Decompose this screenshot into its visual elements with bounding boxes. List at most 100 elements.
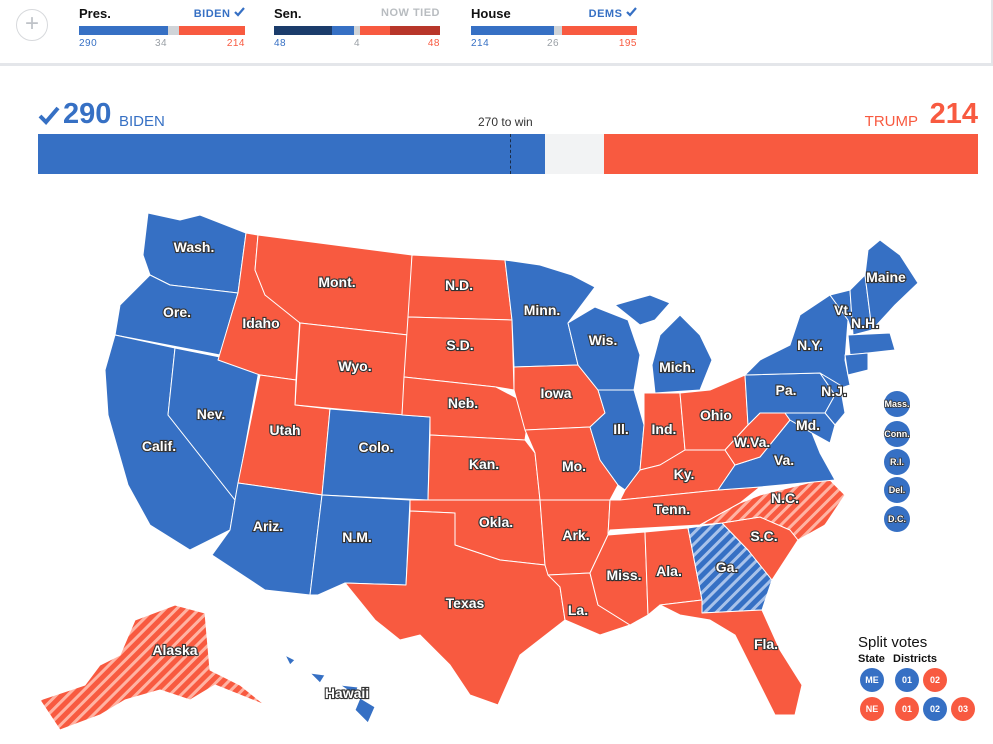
electoral-headline: 290 BIDEN 270 to win TRUMP 214 [38,98,978,138]
dem-candidate-name: BIDEN [119,113,165,130]
label-ind: Ind. [652,421,677,437]
label-ri: R.I. [890,457,904,467]
dem-electoral-votes: 290 [63,98,112,130]
label-wva: W.Va. [734,434,771,450]
label-idaho: Idaho [242,315,279,331]
pres-uncalled-count: 34 [155,38,168,49]
state-nc[interactable] [699,477,846,541]
label-pa: Pa. [775,382,796,398]
state-wis[interactable] [567,306,641,391]
label-calif: Calif. [142,438,176,454]
uncalled-segment [544,134,605,174]
label-neb: Neb. [448,395,478,411]
label-mont: Mont. [318,274,355,290]
state-mich[interactable] [614,294,713,394]
label-maine: Maine [866,269,906,285]
house-uncalled-count: 26 [547,38,560,49]
split-ne-d01[interactable] [895,697,919,721]
state-alaska[interactable] [39,604,266,731]
state-ill[interactable] [589,389,645,491]
label-vt: Vt. [834,302,852,318]
label-ga: Ga. [716,559,739,575]
small-state-ri[interactable] [884,449,910,475]
label-conn: Conn. [884,429,910,439]
winner-check-icon [38,106,60,125]
sen-summary[interactable]: Sen. NOW TIED 48 4 48 [274,6,440,52]
label-mich: Mich. [659,359,695,375]
pres-dem-count: 290 [79,38,98,49]
state-maine[interactable] [864,239,919,331]
split-votes-title: Split votes [858,634,928,651]
label-utah: Utah [269,422,300,438]
house-summary[interactable]: House DEMS 214 26 195 [471,6,637,52]
label-sc: S.C. [750,528,777,544]
label-kan: Kan. [469,456,499,472]
state-texas[interactable] [344,510,566,706]
house-label: House [471,6,511,21]
small-states-column: Mass. Conn. R.I. Del. D.C. [883,391,911,532]
label-wyo: Wyo. [338,358,371,374]
state-conn[interactable] [844,352,869,376]
state-nm[interactable] [309,494,411,596]
label-me-d01: 01 [902,675,912,685]
label-md: Md. [796,417,820,433]
label-mo: Mo. [562,458,586,474]
split-ne-state[interactable] [860,697,884,721]
house-status: DEMS [589,7,637,20]
sen-status: NOW TIED [381,7,440,19]
us-electoral-map: Wash. Ore. Calif. Nev. Idaho Mont. Wyo. … [39,212,975,731]
small-state-dc[interactable] [884,506,910,532]
label-ne-d02: 02 [930,704,940,714]
label-dc: D.C. [888,514,906,524]
label-ne-d01: 01 [902,704,912,714]
label-ariz: Ariz. [253,518,283,534]
split-state-header: State [858,653,885,665]
label-ky: Ky. [674,466,695,482]
label-ala: Ala. [656,563,682,579]
label-del: Del. [889,485,906,495]
split-ne-d03[interactable] [951,697,975,721]
sen-uncalled-count: 4 [354,38,361,49]
label-nc: N.C. [771,490,799,506]
label-va: Va. [774,452,794,468]
label-sd: S.D. [446,337,473,353]
house-mini-bar [471,26,637,35]
state-md[interactable] [784,412,836,444]
rep-electoral-votes: 214 [929,98,978,130]
state-mass[interactable] [847,332,896,356]
small-state-mass[interactable] [884,391,910,417]
state-hawaii[interactable] [284,654,376,724]
state-fla[interactable] [659,599,803,716]
state-sd[interactable] [403,316,515,391]
pres-status: BIDEN [194,7,245,20]
label-fla: Fla. [754,636,778,652]
pres-summary[interactable]: Pres. BIDEN 290 34 214 [79,6,245,52]
electoral-vote-bar [38,134,978,174]
label-ill: Ill. [613,421,629,437]
split-me-state[interactable] [860,668,884,692]
label-hawaii: Hawaii [325,685,369,701]
rep-segment [604,134,978,174]
split-me-d02[interactable] [923,668,947,692]
check-icon [626,7,637,17]
split-ne-d02[interactable] [923,697,947,721]
state-ny[interactable] [744,294,851,391]
pres-label: Pres. [79,6,111,21]
win-threshold-line [509,134,511,174]
label-ne-state: NE [866,704,879,714]
label-me-d02: 02 [930,675,940,685]
label-colo: Colo. [359,439,394,455]
small-state-conn[interactable] [884,421,910,447]
label-ark: Ark. [562,527,589,543]
sen-label: Sen. [274,6,302,21]
split-me-d01[interactable] [895,668,919,692]
small-state-del[interactable] [884,477,910,503]
scroll-edge [991,0,993,66]
label-miss: Miss. [606,567,641,583]
label-minn: Minn. [524,302,561,318]
label-ny: N.Y. [797,337,823,353]
expand-plus-icon[interactable]: + [16,9,48,41]
label-ne-d03: 03 [958,704,968,714]
pres-mini-bar [79,26,245,35]
label-tenn: Tenn. [654,501,690,517]
